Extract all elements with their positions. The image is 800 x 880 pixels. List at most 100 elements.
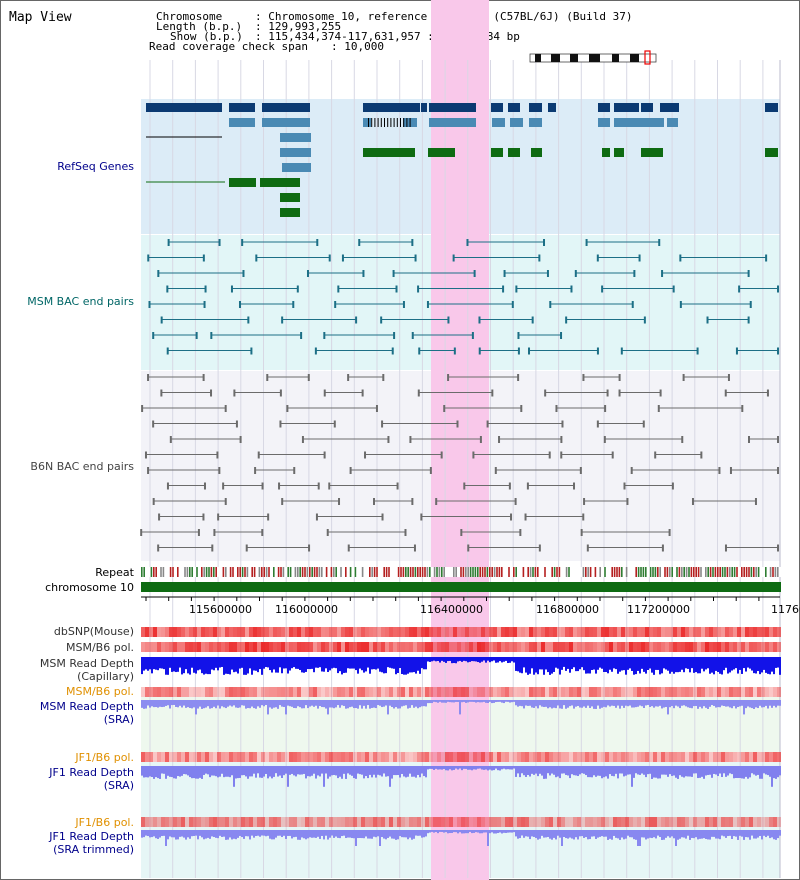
depth-bar — [511, 830, 513, 833]
track-label-msm-read-cap[interactable]: MSM Read Depth — [39, 657, 134, 670]
depth-bar — [327, 830, 329, 840]
depth-bar — [597, 830, 599, 838]
msm-bac-features[interactable] — [147, 239, 779, 355]
track-label-jf1-read-sra[interactable]: JF1 Read Depth — [49, 766, 134, 779]
repeat-element — [419, 567, 421, 577]
track-label-msm-bac[interactable]: MSM BAC end pairs — [27, 295, 134, 308]
depth-bar — [379, 830, 381, 846]
depth-bar — [685, 700, 687, 707]
depth-bar — [761, 830, 763, 840]
depth-bar — [359, 657, 361, 669]
depth-bar — [563, 766, 565, 774]
repeat-element — [765, 567, 767, 577]
depth-bar — [363, 766, 365, 779]
repeat-element — [321, 567, 323, 577]
repeat-element — [357, 567, 359, 577]
heat-cell — [433, 642, 437, 652]
depth-bar — [441, 766, 443, 770]
depth-bar — [715, 700, 717, 708]
track-label-msm-read-sra[interactable]: MSM Read Depth — [39, 700, 134, 713]
depth-bar — [509, 700, 511, 703]
depth-bar — [519, 766, 521, 778]
b6n-bac-pair-end — [147, 374, 150, 381]
depth-bar — [343, 700, 345, 706]
depth-bar — [545, 830, 547, 838]
b6n-bac-pair-end — [411, 498, 414, 505]
depth-bar — [335, 830, 337, 837]
depth-bar — [657, 700, 659, 707]
heat-cell — [481, 627, 485, 637]
depth-bar — [601, 830, 603, 837]
depth-bar — [171, 700, 173, 706]
heat-cell — [473, 817, 477, 827]
depth-bar — [503, 766, 505, 769]
depth-bar — [589, 700, 591, 708]
repeat-element — [589, 567, 592, 577]
depth-bar — [341, 657, 343, 675]
repeat-element — [661, 567, 664, 577]
repeat-element — [453, 567, 455, 577]
depth-bar — [565, 766, 567, 775]
track-label-jf1-b6-pol-1[interactable]: JF1/B6 pol. — [75, 751, 134, 764]
depth-bar — [681, 657, 683, 670]
track-label-repeat[interactable]: Repeat — [95, 566, 134, 579]
heat-cell — [165, 752, 169, 762]
depth-bar — [593, 700, 595, 709]
depth-bar — [245, 700, 247, 709]
depth-bar — [685, 766, 687, 777]
heat-cell — [553, 627, 557, 637]
heat-cell — [669, 642, 673, 652]
repeat-element — [676, 567, 678, 577]
track-label-b6n-bac[interactable]: B6N BAC end pairs — [30, 460, 134, 473]
depth-bar — [307, 830, 309, 839]
track-label-chromosome[interactable]: chromosome 10 — [45, 581, 134, 594]
refseq-gene-features[interactable] — [146, 103, 778, 217]
heat-cell — [301, 627, 305, 637]
depth-bar — [527, 657, 529, 675]
chromosome-ideogram[interactable] — [529, 50, 657, 65]
heat-cell — [741, 642, 745, 652]
depth-bar — [673, 766, 675, 776]
heat-cell — [205, 642, 209, 652]
depth-bar — [603, 700, 605, 707]
depth-bar — [617, 766, 619, 779]
depth-bar — [473, 830, 475, 833]
track-label-jf1-read-trim[interactable]: JF1 Read Depth — [49, 830, 134, 843]
msm-bac-pair-end — [620, 347, 623, 355]
heat-cell — [485, 752, 489, 762]
depth-bar — [533, 830, 535, 837]
heat-cell — [149, 817, 153, 827]
depth-bar — [409, 830, 411, 838]
depth-bar — [507, 830, 509, 833]
depth-bar — [617, 830, 619, 839]
depth-bar — [313, 657, 315, 673]
depth-bar — [175, 766, 177, 779]
repeat-element — [513, 567, 515, 577]
b6n-bac-pair-end — [261, 482, 264, 490]
heat-cell — [237, 687, 241, 697]
track-label-refseq[interactable]: RefSeq Genes — [57, 160, 134, 173]
depth-bar — [541, 657, 543, 670]
track-label-dbsnp[interactable]: dbSNP(Mouse) — [53, 625, 134, 638]
depth-bar — [513, 766, 515, 769]
msm-bac-pair-end — [735, 347, 738, 355]
depth-bar — [195, 700, 197, 715]
msm-bac-pair-end — [574, 270, 577, 277]
depth-bar — [359, 766, 361, 775]
depth-bar — [731, 830, 733, 839]
depth-bar — [191, 657, 193, 668]
msm-bac-pair-end — [241, 239, 244, 246]
repeat-element — [299, 567, 301, 577]
track-label-jf1-b6-pol-2[interactable]: JF1/B6 pol. — [75, 816, 134, 829]
depth-bar — [603, 657, 605, 672]
b6n-bac-pair-end — [447, 374, 450, 381]
track-label-msm-b6-pol-1[interactable]: MSM/B6 pol. — [66, 641, 134, 654]
b6n-bac-features[interactable] — [140, 374, 779, 552]
depth-bar — [405, 830, 407, 838]
track-label-msm-b6-pol-2[interactable]: MSM/B6 pol. — [66, 685, 134, 698]
depth-bar — [359, 700, 361, 706]
heat-cell — [221, 642, 225, 652]
depth-bar — [159, 766, 161, 779]
depth-bar — [743, 700, 745, 715]
